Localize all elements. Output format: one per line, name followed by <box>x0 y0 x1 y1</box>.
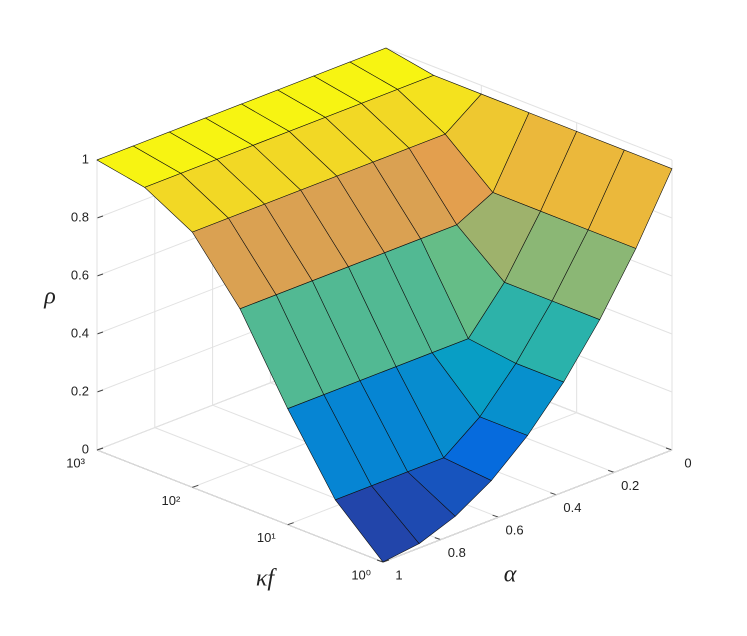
z-tick-label: 1 <box>82 151 89 166</box>
surface-patch <box>334 485 420 563</box>
y-tick-label: 10³ <box>66 455 85 470</box>
z-axis-label: ρ <box>43 284 56 310</box>
grid-line <box>382 449 673 563</box>
grid-line <box>96 449 384 563</box>
z-tick-label: 0.4 <box>71 325 89 340</box>
grid-line <box>385 47 673 161</box>
tick-mark <box>376 559 384 563</box>
z-tick-label: 0.8 <box>71 209 89 224</box>
tick-mark <box>665 447 673 451</box>
y-axis-label: κf <box>256 566 278 592</box>
z-tick-label: 0.2 <box>71 383 89 398</box>
x-tick-label: 0.8 <box>448 545 466 560</box>
surface <box>96 47 673 563</box>
y-tick-label: 10⁰ <box>351 567 371 582</box>
y-tick-label: 10² <box>162 493 181 508</box>
x-tick-label: 0 <box>684 455 691 470</box>
tick-mark <box>492 514 499 518</box>
tick-mark <box>287 522 294 526</box>
tick-mark <box>96 273 104 277</box>
labels: ρ α κf 0 0.2 0.4 0.6 0.8 1 0 0.2 0.4 0.6 0.8 1 10⁰ 10… <box>43 151 691 591</box>
tick-mark <box>96 389 104 393</box>
tick-mark <box>192 484 199 488</box>
tick-mark <box>96 215 104 219</box>
x-axis-label: α <box>504 562 517 588</box>
z-tick-label: 0.6 <box>71 267 89 282</box>
tick-mark <box>96 331 104 335</box>
z-tick-label: 0 <box>82 441 89 456</box>
x-tick-label: 0.6 <box>506 523 524 538</box>
tick-mark <box>608 469 615 473</box>
tick-mark <box>434 537 441 541</box>
x-tick-label: 0.4 <box>563 500 581 515</box>
x-tick-label: 0.2 <box>621 478 639 493</box>
tick-mark <box>96 447 104 451</box>
x-tick-label: 1 <box>395 567 402 582</box>
tick-mark <box>550 492 557 496</box>
y-tick-label: 10¹ <box>257 530 276 545</box>
